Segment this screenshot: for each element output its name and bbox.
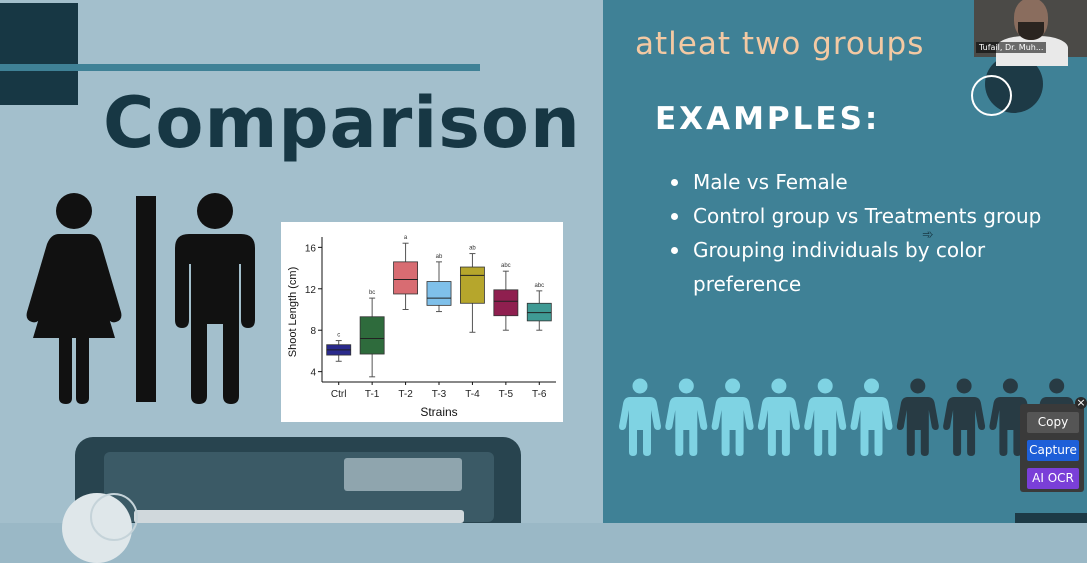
significance-label: abc	[501, 263, 511, 269]
restroom-divider	[136, 196, 156, 402]
y-tick-label: 12	[305, 285, 317, 296]
participant-name-label: Tufail, Dr. Muh...	[976, 42, 1047, 53]
box-T-1	[359, 316, 385, 355]
mouse-cursor-icon: ➾	[922, 227, 934, 243]
close-icon[interactable]: ×	[1075, 396, 1087, 409]
x-tick-label: T-6	[532, 389, 547, 400]
monitor-panel	[344, 458, 462, 491]
male-person-icon	[175, 193, 255, 404]
chart-svg: 4 8 12 16 c Ctrl bc T-1 a T-2 ab T-3 ab T-4 abc T-5 abc T…	[287, 235, 556, 419]
example-item: Male vs Female	[668, 165, 1048, 199]
x-tick-label: T-3	[432, 389, 447, 400]
comparison-title: Comparison	[103, 82, 581, 164]
decorative-bottom-block	[1015, 513, 1087, 523]
example-item: Control group vs Treatments group	[668, 199, 1048, 233]
copy-button[interactable]: Copy	[1027, 412, 1079, 433]
box-plot-chart: 4 8 12 16 c Ctrl bc T-1 a T-2 ab T-3 ab T-4 abc T-5 abc T…	[281, 222, 563, 422]
significance-label: bc	[369, 290, 375, 296]
examples-heading: EXAMPLES:	[655, 101, 881, 137]
significance-label: ab	[469, 246, 476, 252]
x-axis-label: Strains	[420, 405, 457, 419]
box-T-6	[526, 302, 552, 322]
significance-label: c	[337, 333, 340, 339]
y-tick-label: 8	[310, 326, 316, 337]
person-icon	[850, 378, 893, 456]
person-icon	[943, 378, 986, 456]
participant-beard	[1018, 22, 1044, 40]
people-row	[618, 378, 1078, 462]
box-T-2	[393, 261, 419, 295]
x-tick-label: T-4	[465, 389, 480, 400]
ai-ocr-button[interactable]: AI OCR	[1027, 468, 1079, 489]
person-icon	[619, 378, 661, 456]
box-T-4	[459, 266, 485, 304]
y-tick-label: 4	[310, 368, 316, 379]
box-T-3	[426, 281, 452, 306]
female-person-icon	[26, 193, 122, 404]
capture-button[interactable]: Capture	[1027, 440, 1079, 461]
people-group-svg	[619, 378, 1078, 456]
person-icon	[757, 378, 800, 456]
significance-label: a	[404, 235, 408, 241]
x-tick-label: T-1	[365, 389, 380, 400]
y-tick-label: 16	[305, 243, 317, 254]
decorative-teal-bar	[0, 64, 480, 71]
decorative-white-ring	[971, 75, 1012, 116]
box-T-5	[493, 289, 519, 317]
significance-label: ab	[436, 254, 443, 260]
example-item: Grouping individuals by color preference	[668, 233, 1048, 301]
significance-label: abc	[534, 283, 544, 289]
person-icon	[896, 378, 939, 456]
person-icon	[711, 378, 754, 456]
person-icon	[804, 378, 847, 456]
person-icon	[665, 378, 708, 456]
x-tick-label: T-5	[499, 389, 514, 400]
examples-list: Male vs Female Control group vs Treatmen…	[668, 165, 1048, 301]
decorative-ring	[90, 493, 138, 541]
decorative-dark-square	[0, 3, 78, 105]
groups-title: atleat two groups	[635, 26, 925, 62]
x-tick-label: T-2	[398, 389, 413, 400]
x-tick-label: Ctrl	[331, 389, 347, 400]
y-axis-label: Shoot Length (cm)	[287, 267, 299, 358]
monitor-slot	[134, 510, 464, 523]
